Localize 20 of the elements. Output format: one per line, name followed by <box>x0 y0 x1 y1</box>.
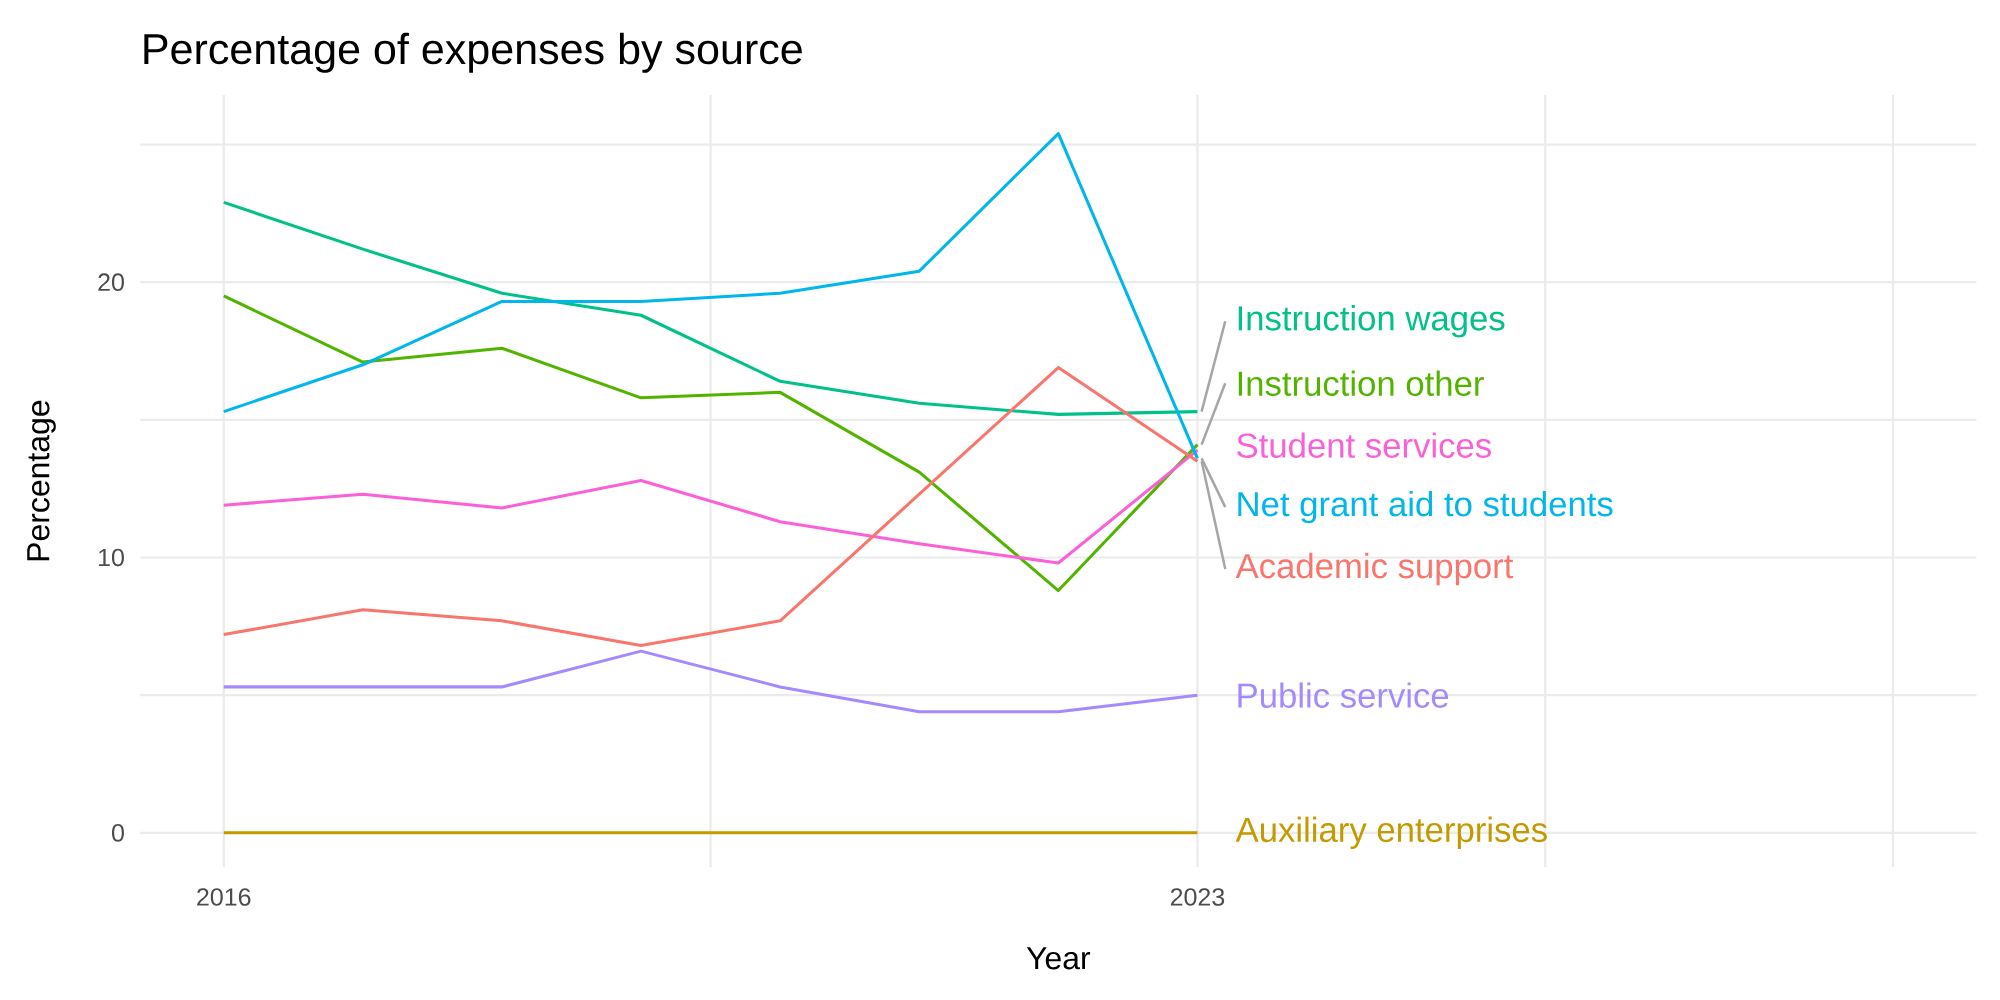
line-series <box>222 132 1199 460</box>
line-series <box>222 200 1199 416</box>
series-label: Instruction other <box>1238 370 1484 396</box>
text: Instruction wages <box>1238 305 1505 338</box>
y-tick-label: 10 <box>99 548 124 567</box>
chart-title: Percentage of expenses by source <box>144 32 802 73</box>
series-label: Auxiliary enterprises <box>1235 816 1547 849</box>
series-label: Net grant aid to students <box>1238 490 1613 524</box>
text: Academic support <box>1235 552 1514 586</box>
line-series <box>222 294 1199 593</box>
y-tick-label: 0 <box>111 823 124 842</box>
y-tick-label: 20 <box>98 273 124 292</box>
line-series <box>222 366 1199 648</box>
series-label: Public service <box>1238 682 1449 708</box>
y-axis-title: Percentage <box>27 400 56 561</box>
x-tick-label: 2023 <box>1170 888 1225 906</box>
x-axis-title: Year <box>1026 947 1091 970</box>
x-tick-label: 2016 <box>197 888 251 906</box>
series-label: Student services <box>1237 432 1491 458</box>
line-series <box>222 448 1199 565</box>
